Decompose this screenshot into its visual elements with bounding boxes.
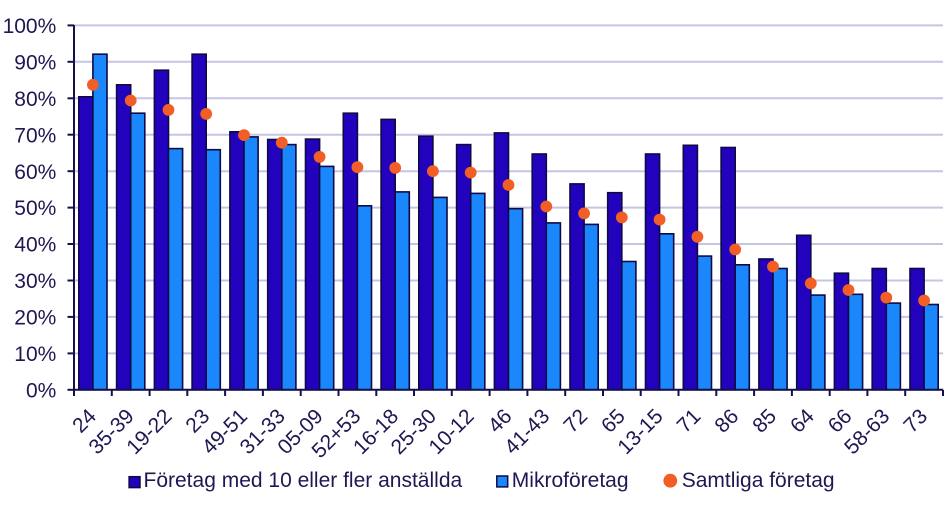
svg-text:90%: 90% xyxy=(14,51,56,74)
svg-text:Samtliga företag: Samtliga företag xyxy=(682,469,835,492)
svg-text:50%: 50% xyxy=(14,197,56,220)
svg-text:100%: 100% xyxy=(3,15,57,38)
svg-text:Företag med 10 eller fler anst: Företag med 10 eller fler anställda xyxy=(144,469,463,492)
svg-text:60%: 60% xyxy=(14,161,56,184)
svg-text:40%: 40% xyxy=(14,234,56,257)
svg-text:80%: 80% xyxy=(14,88,56,111)
svg-text:70%: 70% xyxy=(14,124,56,147)
svg-text:0%: 0% xyxy=(26,379,56,402)
svg-text:10%: 10% xyxy=(14,343,56,366)
svg-text:30%: 30% xyxy=(14,270,56,293)
svg-text:Mikroföretag: Mikroföretag xyxy=(512,469,629,492)
svg-text:20%: 20% xyxy=(14,307,56,330)
